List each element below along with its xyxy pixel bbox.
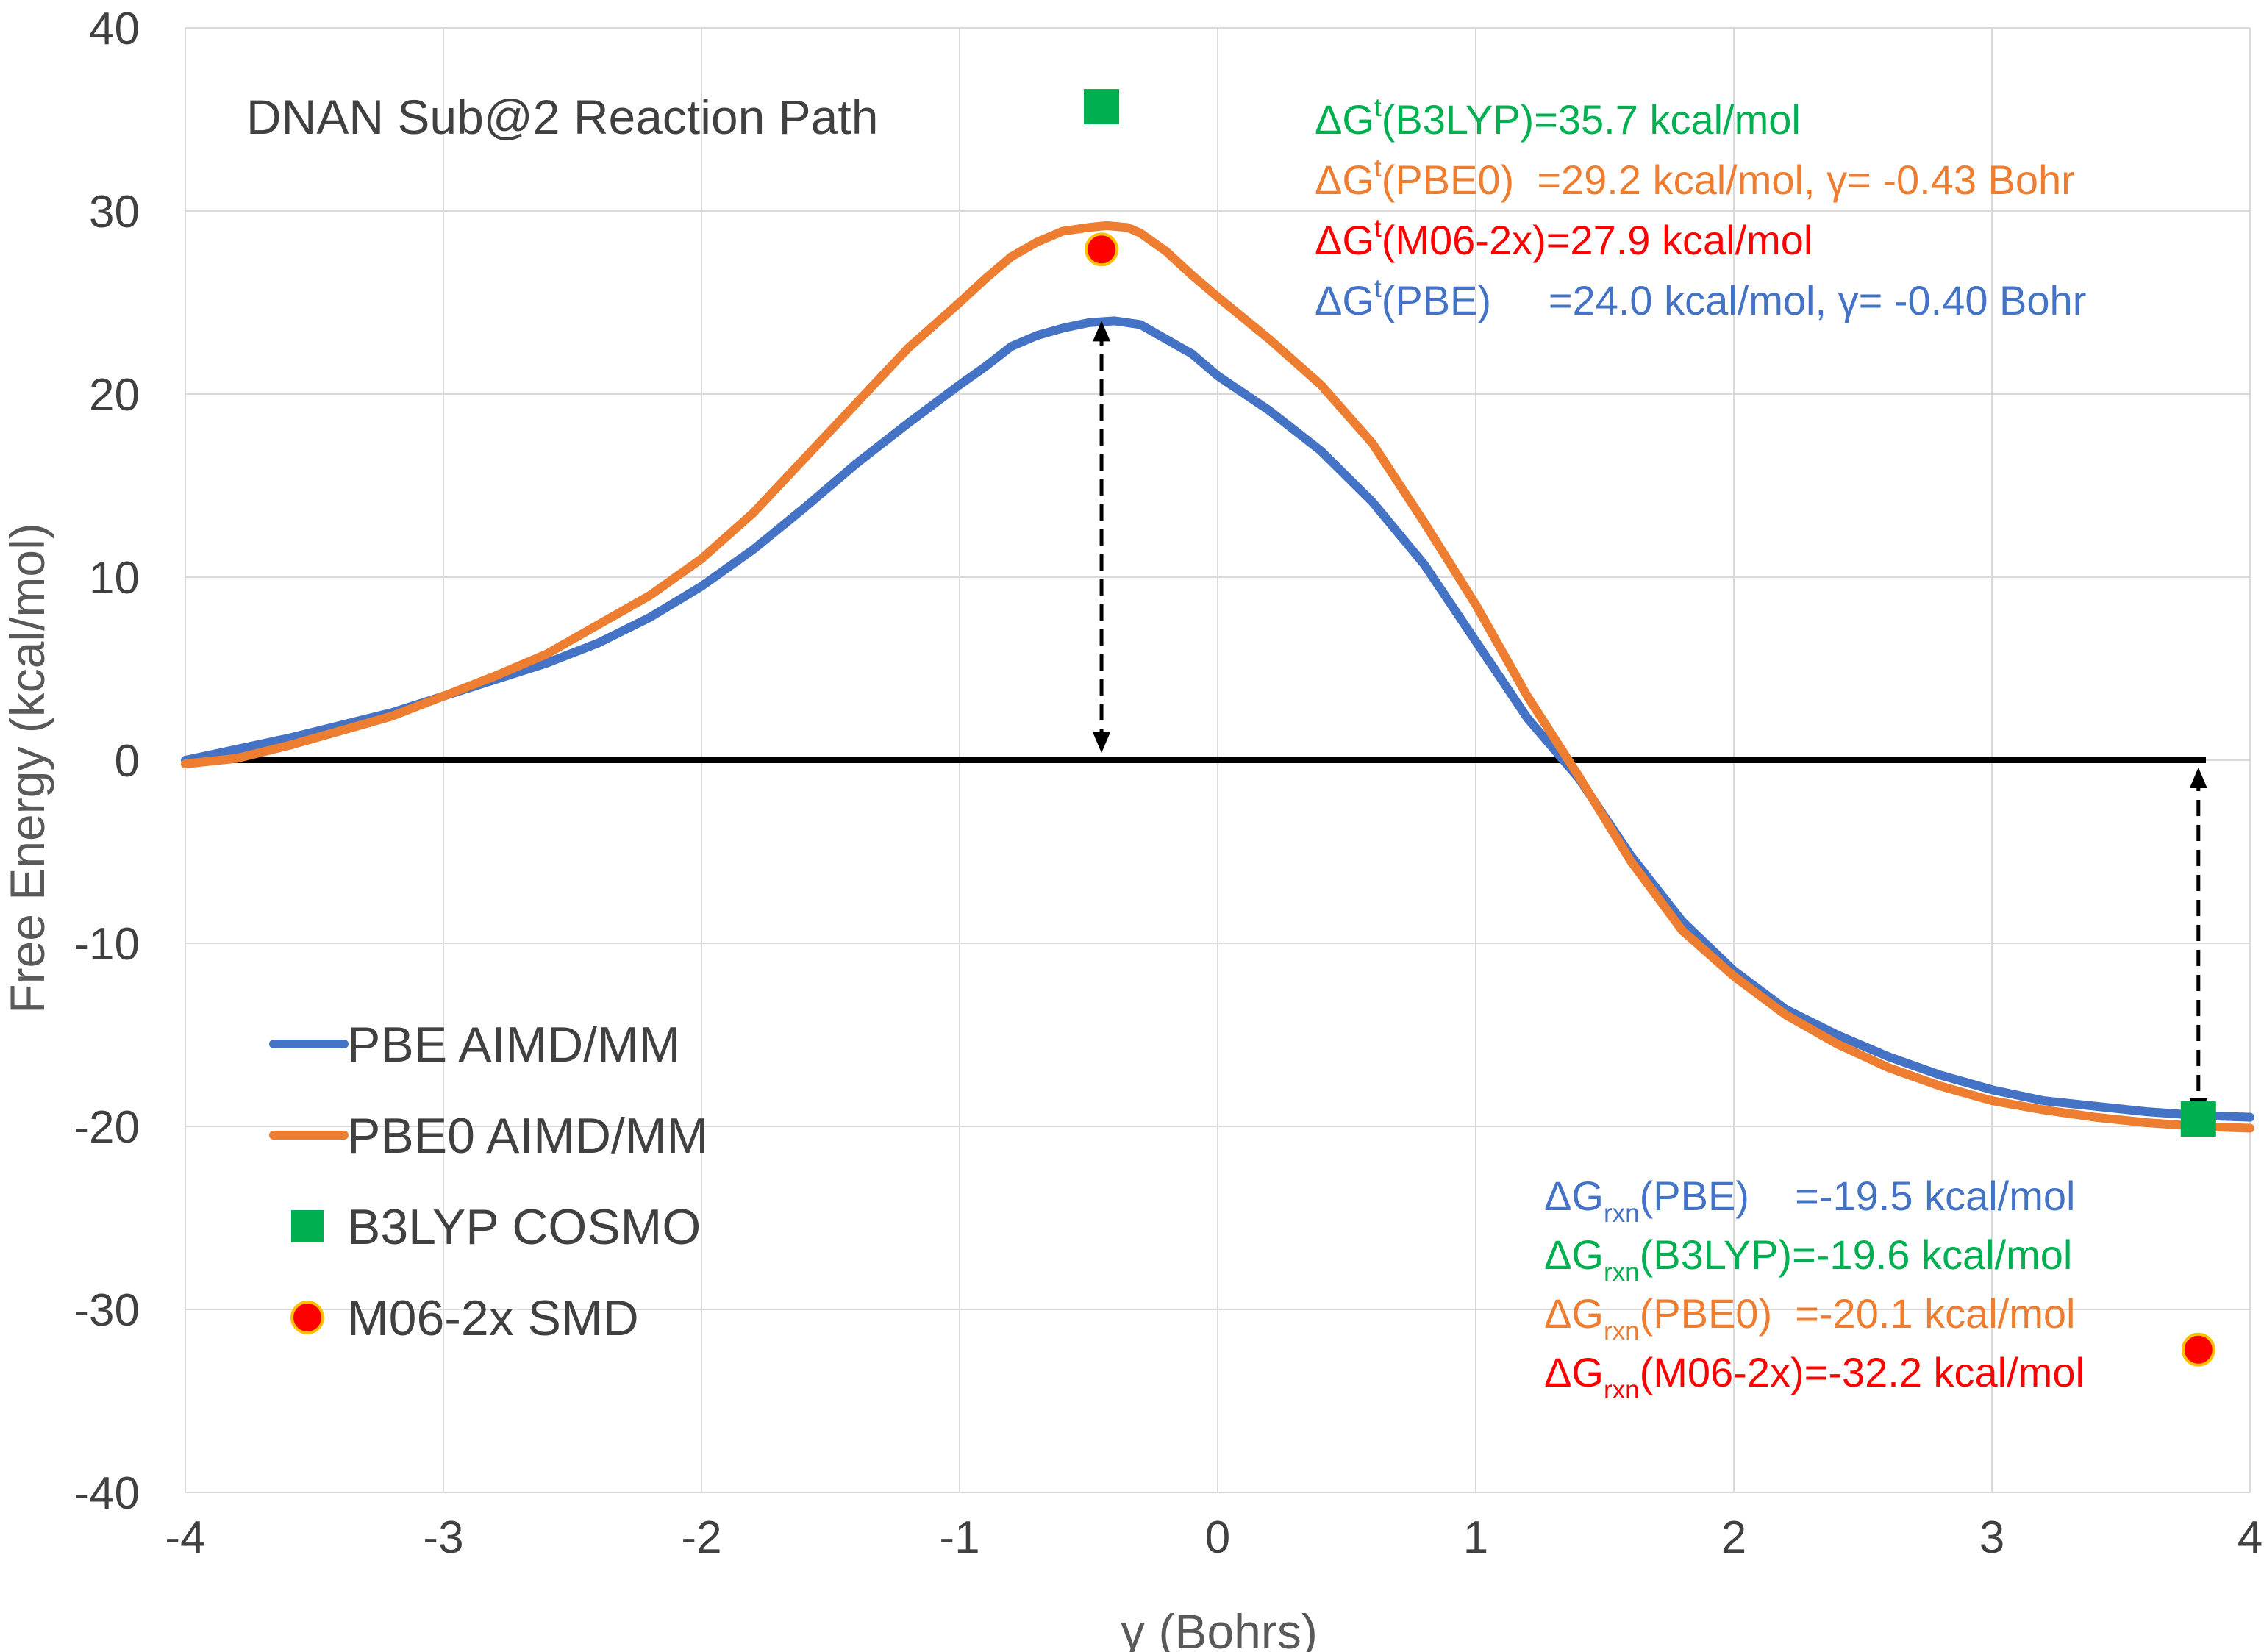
x-tick-label: 4 — [2238, 1512, 2263, 1563]
y-tick-label: 20 — [89, 370, 140, 421]
y-tick-label: -40 — [74, 1468, 140, 1519]
annotation-symbol: ΔG — [1315, 277, 1374, 323]
pbe0-aimd-mm-line — [181, 221, 2254, 1133]
dashed-arrow — [1093, 321, 1111, 753]
annotation-symbol: ΔG — [1544, 1173, 1604, 1219]
annotation-line: ΔGt(B3LYP)=35.7 kcal/mol — [1315, 93, 1801, 143]
marker-layer — [1084, 89, 2216, 1367]
legend-item: PBE0 AIMD/MM — [269, 1108, 708, 1164]
annotation-text: (PBE) =24.0 kcal/mol, γ= -0.40 Bohr — [1382, 277, 2087, 323]
legend-label: M06-2x SMD — [347, 1290, 639, 1346]
legend-item: M06-2x SMD — [290, 1290, 639, 1346]
y-tick-label: 30 — [89, 187, 140, 237]
arrow-head — [1093, 732, 1111, 753]
y-tick-label: -30 — [74, 1285, 140, 1336]
annotation-line: ΔGt(PBE0) =29.2 kcal/mol, γ= -0.43 Bohr — [1315, 154, 2075, 203]
series-layer — [181, 221, 2254, 1133]
legend-label: B3LYP COSMO — [347, 1199, 701, 1255]
x-tick-label: -2 — [681, 1512, 721, 1563]
annotation-symbol: ΔG — [1315, 96, 1374, 143]
b3lyp-cosmo-marker — [2180, 1101, 2216, 1137]
annotation-superscript: t — [1374, 214, 1382, 243]
reaction-energy-annotations: ΔGrxn(PBE) =-19.5 kcal/molΔGrxn(B3LYP)=-… — [1544, 1173, 2085, 1404]
chart-title: DNAN Sub@2 Reaction Path — [246, 90, 878, 144]
annotation-text: (M06-2x)=27.9 kcal/mol — [1382, 217, 1813, 263]
m06-2x-smd-marker — [2181, 1332, 2215, 1367]
annotation-line: ΔGrxn(M06-2x)=-32.2 kcal/mol — [1544, 1349, 2085, 1404]
legend-item: PBE AIMD/MM — [269, 1017, 680, 1073]
b3lyp-cosmo-marker — [1084, 89, 1120, 125]
axes — [185, 757, 2250, 1493]
y-tick-label: 10 — [89, 553, 140, 604]
annotation-text: (B3LYP)=-19.6 kcal/mol — [1640, 1231, 2073, 1278]
annotation-subscript: rxn — [1604, 1376, 1640, 1404]
x-tick-label: 0 — [1205, 1512, 1230, 1563]
annotation-line: ΔGt(M06-2x)=27.9 kcal/mol — [1315, 214, 1813, 263]
legend-item: B3LYP COSMO — [291, 1199, 701, 1255]
legend: PBE AIMD/MM PBE0 AIMD/MM B3LYP COSMO M06-2x… — [269, 1017, 708, 1346]
y-axis-label: Free Energy (kcal/mol) — [0, 523, 54, 1014]
annotation-text: (B3LYP)=35.7 kcal/mol — [1382, 96, 1801, 143]
annotation-subscript: rxn — [1604, 1317, 1640, 1345]
pbe-aimd-mm-line — [181, 316, 2254, 1122]
annotation-line: ΔGt(PBE) =24.0 kcal/mol, γ= -0.40 Bohr — [1315, 274, 2086, 323]
annotation-line: ΔGrxn(PBE) =-19.5 kcal/mol — [1544, 1173, 2075, 1228]
annotation-superscript: t — [1374, 154, 1382, 182]
annotation-symbol: ΔG — [1544, 1349, 1604, 1395]
y-tick-label: -20 — [74, 1102, 140, 1153]
x-tick-label: 3 — [1979, 1512, 2004, 1563]
annotation-line: ΔGrxn(PBE0) =-20.1 kcal/mol — [1544, 1290, 2076, 1345]
annotation-symbol: ΔG — [1315, 217, 1374, 263]
annotation-text: (PBE) =-19.5 kcal/mol — [1640, 1173, 2076, 1219]
x-axis-label: γ (Bohrs) — [1121, 1604, 1318, 1652]
annotation-superscript: t — [1374, 93, 1382, 122]
annotation-text: (PBE0) =29.2 kcal/mol, γ= -0.43 Bohr — [1382, 157, 2075, 203]
m06-2x-smd-marker — [1085, 232, 1119, 267]
annotation-subscript: rxn — [1604, 1199, 1640, 1228]
x-tick-label: -4 — [165, 1512, 205, 1563]
legend-label: PBE AIMD/MM — [347, 1017, 680, 1073]
annotation-superscript: t — [1374, 274, 1382, 303]
annotation-subscript: rxn — [1604, 1258, 1640, 1287]
annotation-symbol: ΔG — [1315, 157, 1374, 203]
x-tick-label: -3 — [423, 1512, 463, 1563]
y-tick-label: 0 — [115, 736, 140, 787]
legend-square-swatch — [291, 1210, 324, 1242]
x-tick-label: 1 — [1463, 1512, 1488, 1563]
y-tick-label: 40 — [89, 4, 140, 54]
annotation-text: (PBE0) =-20.1 kcal/mol — [1640, 1290, 2076, 1337]
x-tick-label: -1 — [939, 1512, 979, 1563]
annotation-line: ΔGrxn(B3LYP)=-19.6 kcal/mol — [1544, 1231, 2072, 1287]
annotation-symbol: ΔG — [1544, 1231, 1604, 1278]
legend-label: PBE0 AIMD/MM — [347, 1108, 708, 1164]
arrow-head — [2189, 768, 2207, 788]
arrow-layer — [1093, 321, 2207, 1120]
legend-circle-swatch — [290, 1301, 324, 1334]
x-tick-label: 2 — [1721, 1512, 1746, 1563]
annotation-text: (M06-2x)=-32.2 kcal/mol — [1640, 1349, 2085, 1395]
arrow-head — [1093, 321, 1111, 342]
annotation-symbol: ΔG — [1544, 1290, 1604, 1337]
y-tick-label: -10 — [74, 919, 140, 970]
